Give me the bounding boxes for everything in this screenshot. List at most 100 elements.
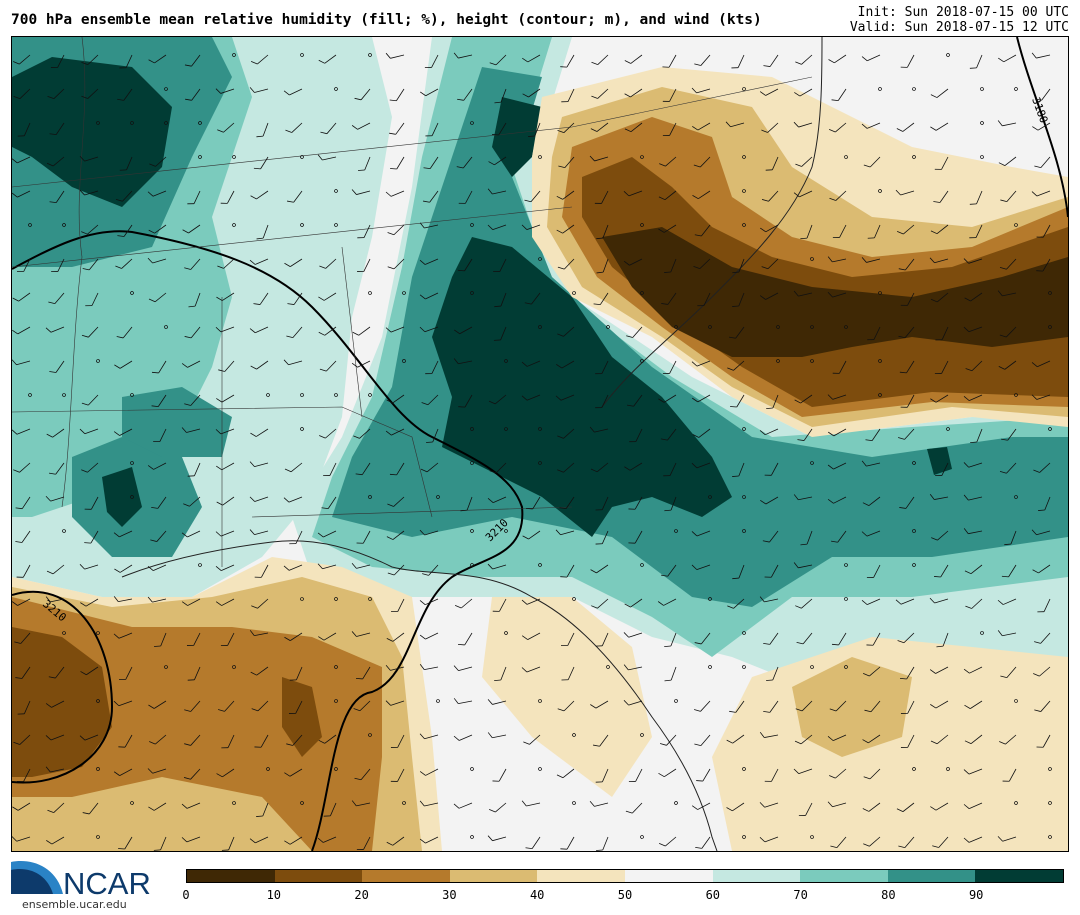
wind-barb <box>198 155 202 159</box>
wind-barb <box>187 666 201 681</box>
wind-barb <box>426 428 439 443</box>
wind-barb <box>14 632 31 644</box>
colorbar-segment <box>800 870 888 882</box>
wind-barb <box>793 190 813 198</box>
wind-barb <box>659 156 677 167</box>
wind-barb <box>351 360 371 368</box>
wind-barb <box>368 597 372 601</box>
colorbar-tick-label: 20 <box>354 888 369 902</box>
wind-barb <box>934 564 949 578</box>
wind-barb <box>1014 87 1018 91</box>
wind-barb <box>356 836 371 850</box>
wind-barb <box>266 767 270 771</box>
wind-barb <box>82 802 99 815</box>
rh-10-patch-sw <box>282 677 322 757</box>
wind-barb <box>494 292 507 308</box>
wind-barb <box>130 461 134 465</box>
wind-barb <box>385 700 405 706</box>
wind-barb <box>861 122 881 129</box>
wind-barb <box>130 495 134 499</box>
wind-barb <box>664 666 677 682</box>
colorbar-segment <box>712 870 801 882</box>
state-border-2 <box>12 206 573 268</box>
wind-barb <box>742 529 746 533</box>
rh-10-region-ne <box>582 157 1068 407</box>
wind-barb <box>596 258 609 274</box>
wind-barb <box>866 564 881 578</box>
wind-barb <box>964 292 983 302</box>
wind-barb <box>334 597 338 601</box>
wind-barb <box>899 496 915 509</box>
wind-barb <box>708 665 712 669</box>
wind-barb <box>221 734 235 749</box>
wind-barb <box>526 496 541 510</box>
wind-barb <box>184 700 201 712</box>
wind-barb <box>254 734 269 748</box>
wind-barb <box>81 326 99 338</box>
wind-barb <box>355 666 371 680</box>
wind-barb <box>492 768 507 782</box>
wind-barb <box>760 224 779 233</box>
wind-barb <box>896 802 915 812</box>
wind-barb <box>45 326 65 333</box>
wind-barb <box>334 223 338 227</box>
wind-barb <box>164 87 168 91</box>
wind-barb <box>997 598 1017 605</box>
wind-barb <box>556 190 575 200</box>
wind-barb <box>453 734 473 741</box>
wind-barb <box>115 190 133 202</box>
wind-barb <box>900 394 915 408</box>
wind-barb <box>810 665 814 669</box>
wind-barb <box>560 564 575 578</box>
wind-barb <box>317 563 337 570</box>
wind-barb <box>45 700 65 708</box>
wind-barb <box>385 428 405 436</box>
wind-barb <box>798 802 813 816</box>
wind-barb <box>47 802 65 813</box>
wind-barb <box>487 224 507 231</box>
rh-90-patch-mid <box>122 387 232 457</box>
wind-barb <box>596 836 609 851</box>
wind-barb <box>62 631 66 635</box>
wind-barb <box>148 224 167 234</box>
wind-barb <box>899 360 915 374</box>
wind-barb <box>640 223 644 227</box>
wind-barb <box>198 563 202 567</box>
wind-barb <box>453 802 473 809</box>
wind-barb <box>522 88 541 98</box>
wind-barb <box>358 156 371 171</box>
wind-barb <box>181 836 201 843</box>
wind-barb <box>997 290 1017 297</box>
wind-barb <box>215 564 235 571</box>
wind-barb <box>113 768 133 776</box>
wind-barb <box>250 190 269 200</box>
wind-barb <box>980 631 984 635</box>
wind-barb <box>933 190 949 203</box>
wind-barb <box>184 326 201 339</box>
wind-barb <box>624 598 643 608</box>
wind-barb <box>81 224 99 235</box>
humidity-map: 3180 3210 3210 <box>12 37 1068 851</box>
wind-barb <box>113 428 133 436</box>
wind-barb <box>147 596 167 603</box>
wind-barb <box>390 156 405 170</box>
wind-barb <box>389 88 405 102</box>
wind-barb <box>764 564 779 578</box>
colorbar-segment <box>449 870 538 882</box>
wind-barb <box>493 258 507 273</box>
wind-barb <box>742 427 746 431</box>
wind-barb <box>661 564 677 577</box>
wind-barb <box>863 156 881 168</box>
wind-barb <box>963 802 983 810</box>
wind-barb <box>828 54 847 64</box>
rh-40-region-south <box>482 597 652 797</box>
wind-barb <box>793 121 813 128</box>
colorbar-tick-label: 40 <box>529 888 545 902</box>
wind-barb <box>794 88 813 97</box>
wind-barb <box>16 564 31 578</box>
wind-barb <box>980 155 984 159</box>
wind-barb <box>285 122 303 133</box>
wind-barb <box>147 462 167 470</box>
wind-barb <box>423 156 439 170</box>
wind-barb <box>96 631 100 635</box>
